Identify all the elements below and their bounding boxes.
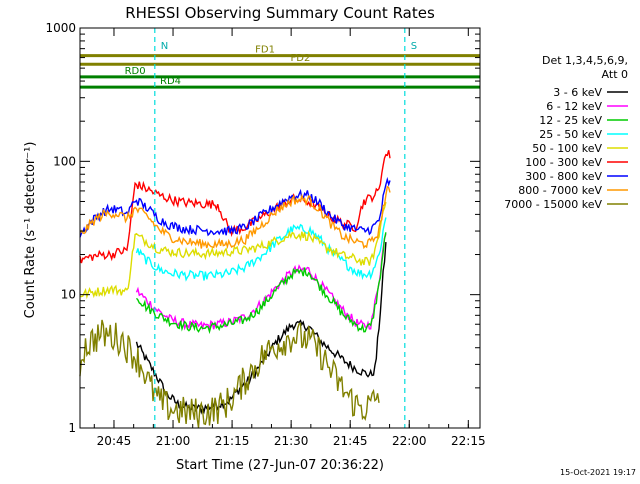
annotation-label-1: S <box>411 41 417 52</box>
legend-label-7: 800 - 7000 keV <box>518 184 602 197</box>
x-tick-label-2: 21:15 <box>215 434 250 448</box>
x-tick-label-4: 21:45 <box>333 434 368 448</box>
state-bar-label-2: RD0 <box>125 66 146 77</box>
series-line-8 <box>79 319 380 428</box>
legend-header-line-1: Det 1,3,4,5,6,9, <box>542 54 628 67</box>
x-tick-label-6: 22:15 <box>451 434 486 448</box>
y-tick-label-1: 10 <box>61 288 76 302</box>
y-tick-label-3: 1000 <box>45 21 76 35</box>
x-tick-label-0: 20:45 <box>97 434 132 448</box>
legend-label-3: 25 - 50 keV <box>539 128 602 141</box>
series-line-6 <box>79 176 391 238</box>
legend-label-2: 12 - 25 keV <box>539 114 602 127</box>
annotation-label-0: N <box>161 41 168 52</box>
legend-label-5: 100 - 300 keV <box>525 156 602 169</box>
plot-layer: FD1 FD2 RD0 RD4 N S <box>79 28 480 428</box>
legend-label-8: 7000 - 15000 keV <box>504 198 602 211</box>
chart-title: RHESSI Observing Summary Count Rates <box>125 4 435 22</box>
series-line-2 <box>135 232 387 335</box>
series-line-0 <box>135 242 387 415</box>
legend-label-1: 6 - 12 keV <box>546 100 602 113</box>
series-line-4 <box>79 201 387 300</box>
legend-label-6: 300 - 800 keV <box>525 170 602 183</box>
legend-label-0: 3 - 6 keV <box>553 86 602 99</box>
state-bar-label-0: FD1 <box>255 45 275 56</box>
y-tick-label-2: 100 <box>53 154 76 168</box>
state-bar-label-3: RD4 <box>160 76 181 87</box>
footer-date: 15-Oct-2021 19:17 <box>560 468 636 477</box>
state-bar-label-1: FD2 <box>291 53 311 64</box>
legend-label-4: 50 - 100 keV <box>532 142 602 155</box>
axis-layer: 20:45 21:00 21:15 21:30 21:45 22:00 22:15 1 10 10… <box>45 21 485 448</box>
x-tick-label-5: 22:00 <box>392 434 427 448</box>
x-tick-label-1: 21:00 <box>156 434 191 448</box>
legend-header-line-2: Att 0 <box>602 68 628 81</box>
x-axis-label: Start Time (27-Jun-07 20:36:22) <box>176 458 384 473</box>
plot-frame <box>79 27 481 429</box>
x-tick-label-3: 21:30 <box>274 434 309 448</box>
y-axis-label: Count Rate (s⁻¹ detector⁻¹) <box>23 142 38 319</box>
y-tick-label-0: 1 <box>68 421 76 435</box>
series-line-3 <box>135 217 387 282</box>
series-line-7 <box>79 185 391 250</box>
